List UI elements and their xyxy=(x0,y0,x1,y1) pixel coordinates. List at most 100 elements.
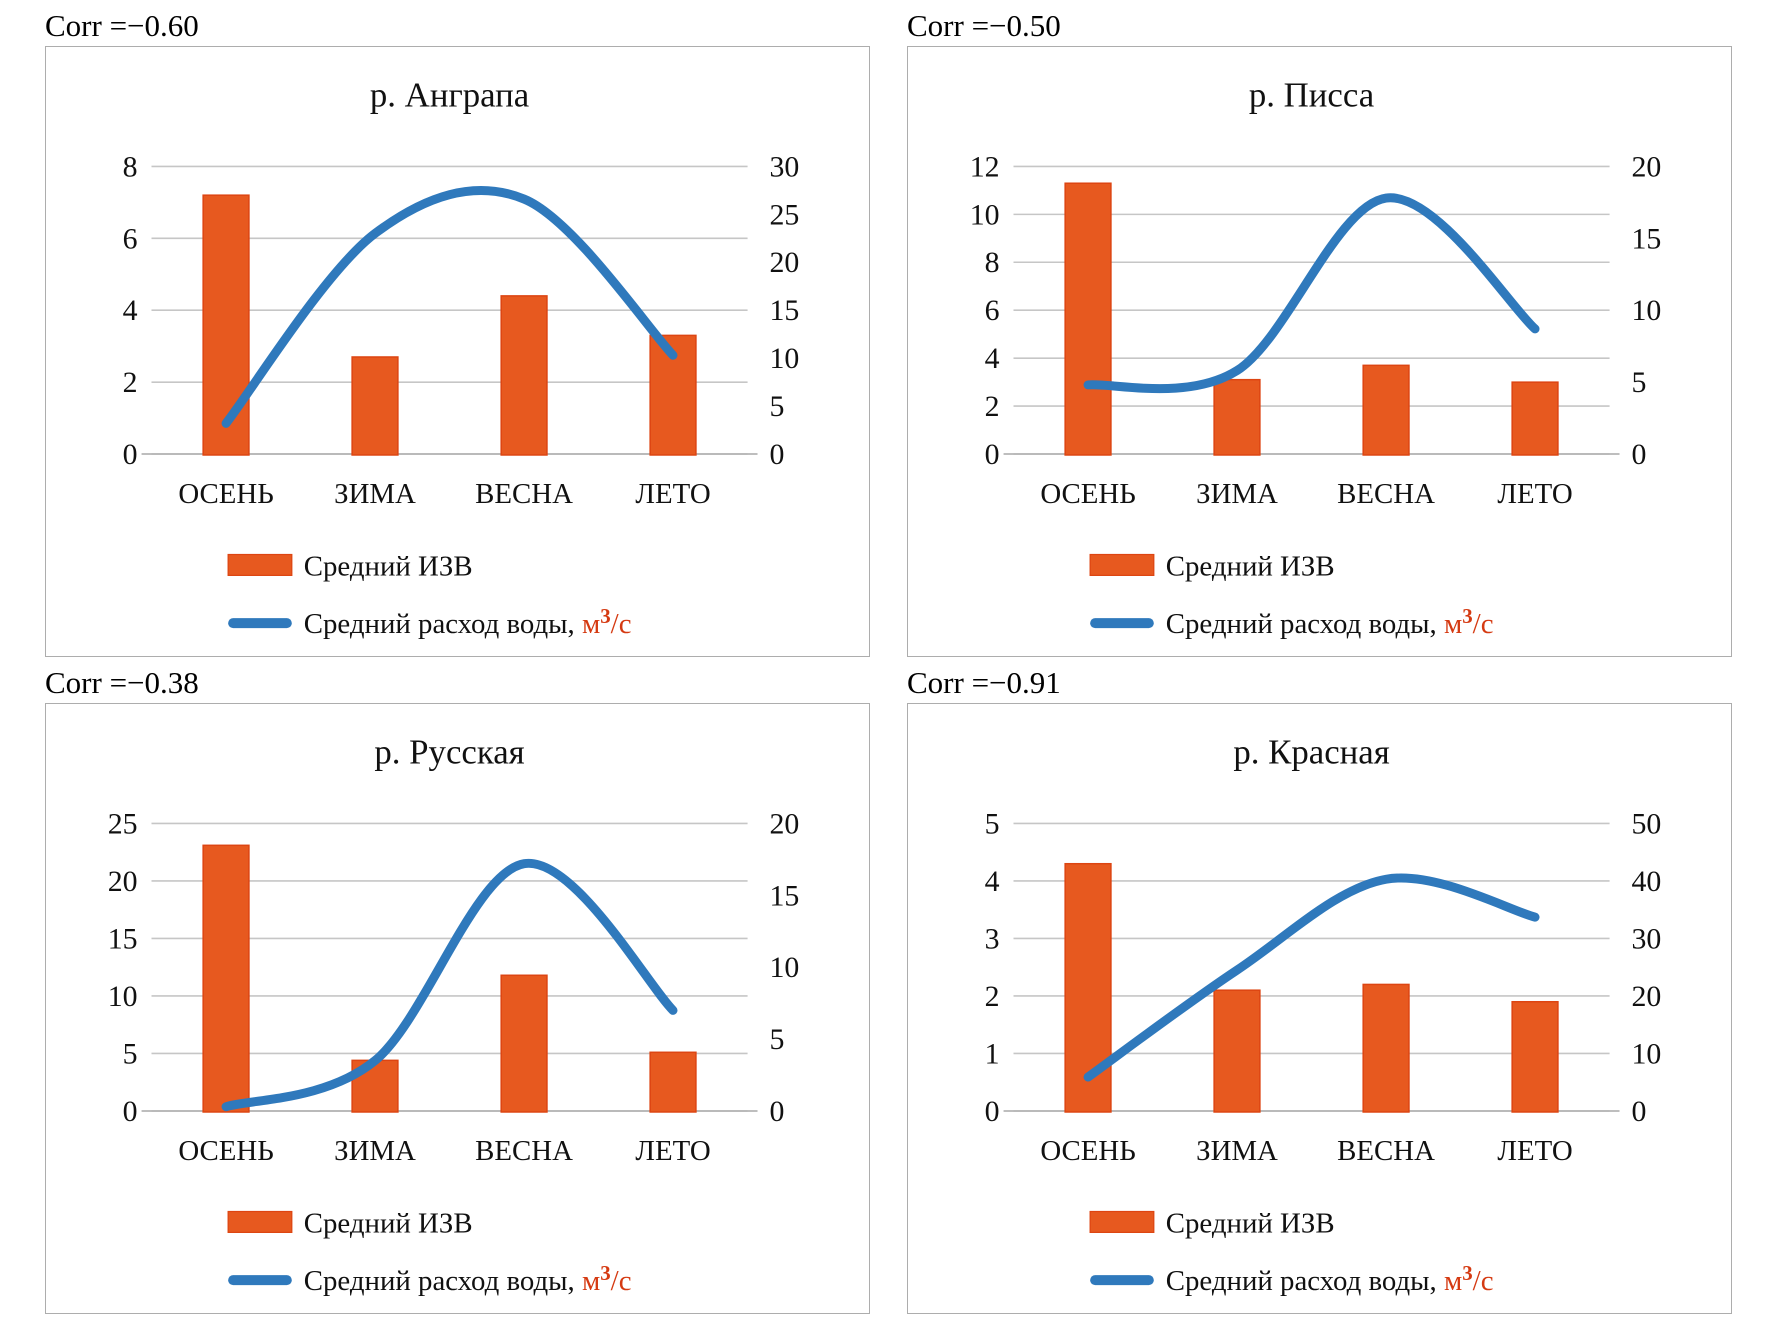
left-axis-tick-label: 5 xyxy=(123,1037,138,1070)
left-axis-tick-label: 2 xyxy=(985,980,1000,1013)
izv-bar xyxy=(1213,378,1261,456)
chart-cell-angrapa: Corr =−0.60 р. Анграпа 0 2 4 6 8 0 5 10 15 20 25 30 О… xyxy=(45,6,870,657)
right-axis-tick-label: 5 xyxy=(1631,366,1646,399)
izv-bar xyxy=(1511,381,1559,456)
x-axis-label: ЗИМА xyxy=(1196,1135,1278,1167)
chart-title: р. Русская xyxy=(374,733,524,772)
left-axis-tick-label: 6 xyxy=(123,222,138,255)
x-axis-label: ОСЕНЬ xyxy=(178,1135,273,1167)
correlation-label: Corr =−0.91 xyxy=(907,665,1061,700)
right-axis-tick-label: 20 xyxy=(769,807,799,840)
izv-bar xyxy=(500,974,548,1113)
legend-bar-swatch xyxy=(227,1210,293,1233)
x-axis-label: ЛЕТО xyxy=(1497,478,1572,510)
discharge-line xyxy=(1083,193,1540,394)
x-axis-label: ВЕСНА xyxy=(1337,478,1435,510)
legend-bar-label: Средний ИЗВ xyxy=(1166,1207,1335,1239)
left-axis-tick-label: 20 xyxy=(108,865,138,898)
discharge-line xyxy=(221,186,678,428)
x-axis-label: ВЕСНА xyxy=(475,1135,573,1167)
left-axis-tick-label: 4 xyxy=(123,294,138,327)
x-axis-label: ВЕСНА xyxy=(475,478,573,510)
right-axis-tick-label: 10 xyxy=(769,951,799,984)
x-axis-label: ОСЕНЬ xyxy=(178,478,273,510)
left-axis-tick-label: 0 xyxy=(123,1095,138,1128)
right-axis-tick-label: 20 xyxy=(769,246,799,279)
left-axis-tick-label: 2 xyxy=(123,366,138,399)
x-axis-label: ЗИМА xyxy=(334,478,416,510)
izv-bar xyxy=(202,844,250,1113)
left-axis-tick-label: 0 xyxy=(123,438,138,471)
correlation-label: Corr =−0.50 xyxy=(907,8,1061,43)
right-axis-tick-label: 5 xyxy=(769,1023,784,1056)
discharge-line xyxy=(1083,873,1540,1082)
legend-bar-swatch xyxy=(1089,1210,1155,1233)
legend-bar-label: Средний ИЗВ xyxy=(1166,550,1335,582)
chart-panel: р. Анграпа 0 2 4 6 8 0 5 10 15 20 25 30 ОСЕНЬ ЗИМА ВЕСН… xyxy=(45,46,870,657)
correlation-label: Corr =−0.38 xyxy=(45,665,199,700)
chart-panel: р. Русская 0 5 10 15 20 25 0 5 10 15 20 ОСЕНЬ ЗИМА ВЕС… xyxy=(45,703,870,1314)
legend-bar-label: Средний ИЗВ xyxy=(304,1207,473,1239)
legend-line-label: Средний расход воды, м3/с xyxy=(1166,1261,1494,1297)
chart-title: р. Писса xyxy=(1249,76,1374,115)
x-axis-label: ЛЕТО xyxy=(635,478,710,510)
right-axis-tick-label: 5 xyxy=(769,390,784,423)
left-axis-tick-label: 8 xyxy=(123,150,138,183)
left-axis-tick-label: 3 xyxy=(985,922,1000,955)
izv-bar xyxy=(202,194,250,456)
x-axis-label: ВЕСНА xyxy=(1337,1135,1435,1167)
right-axis-tick-label: 10 xyxy=(769,342,799,375)
left-axis-tick-label: 10 xyxy=(970,198,1000,231)
left-axis-tick-label: 15 xyxy=(108,922,138,955)
left-axis-tick-label: 1 xyxy=(985,1037,1000,1070)
right-axis-tick-label: 40 xyxy=(1631,865,1661,898)
legend-line-label: Средний расход воды, м3/с xyxy=(304,1261,632,1297)
left-axis-tick-label: 25 xyxy=(108,807,138,840)
x-axis-label: ОСЕНЬ xyxy=(1040,1135,1135,1167)
combo-chart-angrapa: р. Анграпа 0 2 4 6 8 0 5 10 15 20 25 30 ОСЕНЬ ЗИМА ВЕСН… xyxy=(123,76,800,640)
izv-bar xyxy=(1362,983,1410,1113)
left-axis-tick-label: 0 xyxy=(985,438,1000,471)
x-axis-label: ОСЕНЬ xyxy=(1040,478,1135,510)
chart-panel: р. Писса 0 2 4 6 8 10 12 0 5 10 15 20 ОСЕНЬ ЗИМА ВЕСНА Л… xyxy=(907,46,1732,657)
left-axis-tick-label: 5 xyxy=(985,807,1000,840)
left-axis-tick-label: 4 xyxy=(985,342,1000,375)
izv-bar xyxy=(1362,364,1410,456)
left-axis-tick-label: 12 xyxy=(970,150,1000,183)
chart-panel: р. Красная 0 1 2 3 4 5 0 10 20 30 40 50 ОСЕНЬ ЗИМА ВЕСН… xyxy=(907,703,1732,1314)
left-axis-tick-label: 2 xyxy=(985,390,1000,423)
right-axis-tick-label: 50 xyxy=(1631,807,1661,840)
left-axis-tick-label: 0 xyxy=(985,1095,1000,1128)
chart-cell-russkaya: Corr =−0.38 р. Русская 0 5 10 15 20 25 0 5 10 15 20… xyxy=(45,663,870,1314)
chart-cell-krasnaya: Corr =−0.91 р. Красная 0 1 2 3 4 5 0 10 20 30 40 50 О… xyxy=(907,663,1732,1314)
izv-bar xyxy=(1213,989,1261,1113)
right-axis-tick-label: 15 xyxy=(769,294,799,327)
legend-line-label: Средний расход воды, м3/с xyxy=(1166,604,1494,640)
right-axis-tick-label: 10 xyxy=(1631,1037,1661,1070)
right-axis-tick-label: 0 xyxy=(769,1095,784,1128)
left-axis-tick-label: 4 xyxy=(985,865,1000,898)
legend-bar-label: Средний ИЗВ xyxy=(304,550,473,582)
right-axis-tick-label: 15 xyxy=(1631,222,1661,255)
izv-bar xyxy=(351,356,399,456)
right-axis-tick-label: 20 xyxy=(1631,980,1661,1013)
combo-chart-pissa: р. Писса 0 2 4 6 8 10 12 0 5 10 15 20 ОСЕНЬ ЗИМА ВЕСНА Л… xyxy=(970,76,1662,640)
combo-chart-russkaya: р. Русская 0 5 10 15 20 25 0 5 10 15 20 ОСЕНЬ ЗИМА ВЕС… xyxy=(108,733,800,1297)
right-axis-tick-label: 30 xyxy=(1631,922,1661,955)
left-axis-tick-label: 8 xyxy=(985,246,1000,279)
right-axis-tick-label: 0 xyxy=(1631,438,1646,471)
discharge-line xyxy=(221,859,678,1112)
right-axis-tick-label: 10 xyxy=(1631,294,1661,327)
left-axis-tick-label: 10 xyxy=(108,980,138,1013)
x-axis-label: ЛЕТО xyxy=(1497,1135,1572,1167)
izv-bar xyxy=(500,295,548,456)
legend-bar-swatch xyxy=(1089,553,1155,576)
right-axis-tick-label: 25 xyxy=(769,198,799,231)
chart-cell-pissa: Corr =−0.50 р. Писса 0 2 4 6 8 10 12 0 5 10 15 20 ОСЕ… xyxy=(907,6,1732,657)
right-axis-tick-label: 30 xyxy=(769,150,799,183)
x-axis-label: ЛЕТО xyxy=(635,1135,710,1167)
right-axis-tick-label: 0 xyxy=(769,438,784,471)
x-axis-label: ЗИМА xyxy=(334,1135,416,1167)
